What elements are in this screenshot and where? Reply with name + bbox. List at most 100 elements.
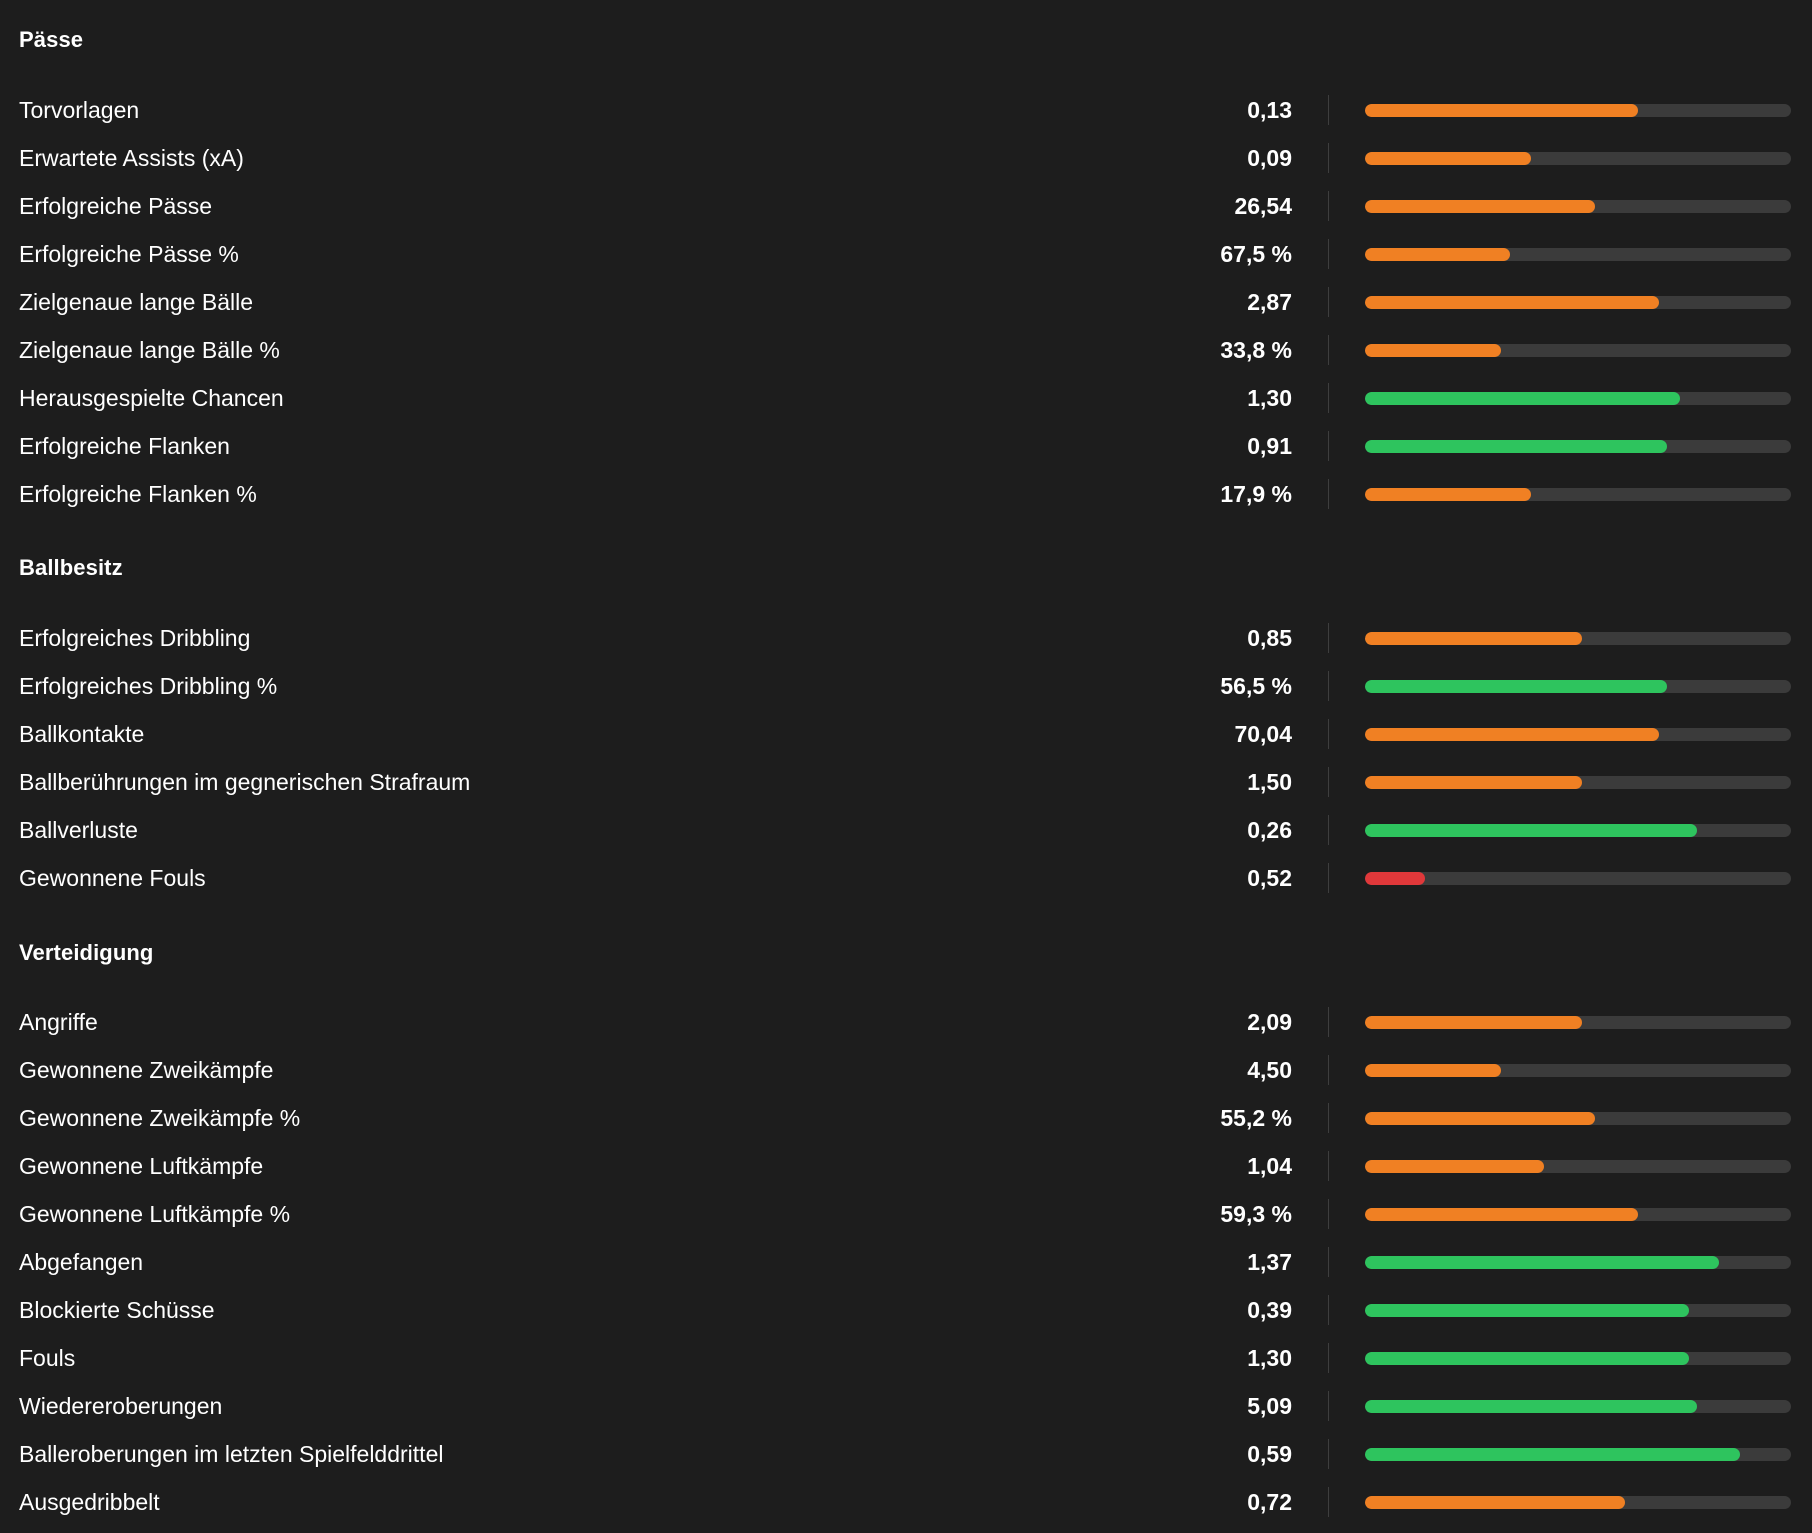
percentile-bar-fill bbox=[1365, 1496, 1625, 1509]
percentile-bar-track bbox=[1365, 488, 1791, 501]
stat-row: Gewonnene Luftkämpfe % 59,3 % bbox=[0, 1190, 1812, 1238]
stat-row: Gewonnene Zweikämpfe % 55,2 % bbox=[0, 1094, 1812, 1142]
percentile-bar-fill bbox=[1365, 392, 1681, 405]
stat-row: Erfolgreiches Dribbling % 56,5 % bbox=[0, 662, 1812, 710]
stat-row: Erfolgreiche Pässe 26,54 bbox=[0, 182, 1812, 230]
stat-label: Blockierte Schüsse bbox=[19, 1297, 215, 1323]
divider bbox=[1328, 623, 1329, 653]
divider bbox=[1328, 191, 1329, 221]
percentile-bar-track bbox=[1365, 776, 1791, 789]
percentile-bar-track bbox=[1365, 824, 1791, 837]
stat-label: Gewonnene Zweikämpfe % bbox=[19, 1105, 301, 1131]
stat-value: 55,2 % bbox=[1220, 1105, 1292, 1131]
percentile-bar-track bbox=[1365, 440, 1791, 453]
stat-row: Angriffe 2,09 bbox=[0, 998, 1812, 1046]
stat-row: Gewonnene Fouls 0,52 bbox=[0, 854, 1812, 902]
stat-label: Erfolgreiche Flanken % bbox=[19, 481, 257, 507]
stat-value: 1,04 bbox=[1247, 1153, 1292, 1179]
percentile-bar-track bbox=[1365, 104, 1791, 117]
stat-value: 4,50 bbox=[1247, 1057, 1292, 1083]
stat-label: Ausgedribbelt bbox=[19, 1489, 160, 1515]
percentile-bar-track bbox=[1365, 632, 1791, 645]
stat-value: 0,91 bbox=[1247, 433, 1292, 459]
stat-value: 0,72 bbox=[1247, 1489, 1292, 1515]
stat-value: 0,39 bbox=[1247, 1297, 1292, 1323]
stat-label: Erfolgreiches Dribbling bbox=[19, 625, 251, 651]
section-title: Ballbesitz bbox=[19, 555, 123, 580]
stat-row: Ballkontakte 70,04 bbox=[0, 710, 1812, 758]
percentile-bar-fill bbox=[1365, 1448, 1740, 1461]
section-title: Verteidigung bbox=[19, 940, 154, 965]
divider bbox=[1328, 1439, 1329, 1469]
percentile-bar-track bbox=[1365, 1016, 1791, 1029]
stat-row: Fouls 1,30 bbox=[0, 1334, 1812, 1382]
divider bbox=[1328, 1103, 1329, 1133]
divider bbox=[1328, 335, 1329, 365]
stat-row: Balleroberungen im letzten Spielfelddrit… bbox=[0, 1430, 1812, 1478]
stat-label: Erfolgreiche Flanken bbox=[19, 433, 230, 459]
percentile-bar-track bbox=[1365, 1352, 1791, 1365]
divider bbox=[1328, 95, 1329, 125]
percentile-bar-track bbox=[1365, 680, 1791, 693]
percentile-bar-track bbox=[1365, 1208, 1791, 1221]
divider bbox=[1328, 1007, 1329, 1037]
stat-label: Gewonnene Luftkämpfe % bbox=[19, 1201, 291, 1227]
percentile-bar-fill bbox=[1365, 248, 1510, 261]
percentile-bar-track bbox=[1365, 728, 1791, 741]
section-title: Pässe bbox=[19, 27, 84, 52]
stat-row: Blockierte Schüsse 0,39 bbox=[0, 1286, 1812, 1334]
stat-row: Gewonnene Luftkämpfe 1,04 bbox=[0, 1142, 1812, 1190]
stat-row: Gewonnene Zweikämpfe 4,50 bbox=[0, 1046, 1812, 1094]
stat-value: 67,5 % bbox=[1220, 241, 1292, 267]
percentile-bar-track bbox=[1365, 1112, 1791, 1125]
percentile-bar-track bbox=[1365, 200, 1791, 213]
stat-row: Wiedereroberungen 5,09 bbox=[0, 1382, 1812, 1430]
stat-row: Torvorlagen 0,13 bbox=[0, 86, 1812, 134]
stat-row: Abgefangen 1,37 bbox=[0, 1238, 1812, 1286]
percentile-bar-track bbox=[1365, 248, 1791, 261]
percentile-bar-fill bbox=[1365, 1400, 1698, 1413]
stat-row: Ballberührungen im gegnerischen Strafrau… bbox=[0, 758, 1812, 806]
stat-label: Gewonnene Zweikämpfe bbox=[19, 1057, 274, 1083]
stat-label: Erwartete Assists (xA) bbox=[19, 145, 244, 171]
percentile-bar-track bbox=[1365, 344, 1791, 357]
stat-value: 59,3 % bbox=[1220, 1201, 1292, 1227]
percentile-bar-track bbox=[1365, 1064, 1791, 1077]
stat-label: Erfolgreiche Pässe % bbox=[19, 241, 239, 267]
stat-row: Erwartete Assists (xA) 0,09 bbox=[0, 134, 1812, 182]
percentile-bar-fill bbox=[1365, 1208, 1638, 1221]
divider bbox=[1328, 1199, 1329, 1229]
stat-row: Zielgenaue lange Bälle % 33,8 % bbox=[0, 326, 1812, 374]
stat-label: Balleroberungen im letzten Spielfelddrit… bbox=[19, 1441, 444, 1467]
stat-row: Zielgenaue lange Bälle 2,87 bbox=[0, 278, 1812, 326]
divider bbox=[1328, 1295, 1329, 1325]
stat-value: 1,30 bbox=[1247, 385, 1292, 411]
stat-row: Ballverluste 0,26 bbox=[0, 806, 1812, 854]
stat-row: Herausgespielte Chancen 1,30 bbox=[0, 374, 1812, 422]
stat-value: 26,54 bbox=[1234, 193, 1292, 219]
stat-value: 17,9 % bbox=[1220, 481, 1292, 507]
stat-row: Erfolgreiche Flanken % 17,9 % bbox=[0, 470, 1812, 518]
stat-label: Fouls bbox=[19, 1345, 76, 1371]
stat-row: Erfolgreiche Pässe % 67,5 % bbox=[0, 230, 1812, 278]
percentile-bar-fill bbox=[1365, 1304, 1689, 1317]
stat-value: 0,59 bbox=[1247, 1441, 1292, 1467]
stat-value: 1,50 bbox=[1247, 769, 1292, 795]
percentile-bar-track bbox=[1365, 392, 1791, 405]
percentile-bar-fill bbox=[1365, 152, 1532, 165]
divider bbox=[1328, 1247, 1329, 1277]
stat-label: Gewonnene Luftkämpfe bbox=[19, 1153, 264, 1179]
percentile-bar-fill bbox=[1365, 1064, 1502, 1077]
stat-value: 33,8 % bbox=[1220, 337, 1292, 363]
stat-value: 70,04 bbox=[1234, 721, 1292, 747]
percentile-bar-fill bbox=[1365, 344, 1502, 357]
percentile-bar-track bbox=[1365, 152, 1791, 165]
percentile-bar-fill bbox=[1365, 1016, 1583, 1029]
percentile-bar-track bbox=[1365, 296, 1791, 309]
percentile-bar-fill bbox=[1365, 488, 1532, 501]
divider bbox=[1328, 143, 1329, 173]
percentile-bar-fill bbox=[1365, 1112, 1596, 1125]
stat-label: Herausgespielte Chancen bbox=[19, 385, 284, 411]
stat-value: 56,5 % bbox=[1220, 673, 1292, 699]
